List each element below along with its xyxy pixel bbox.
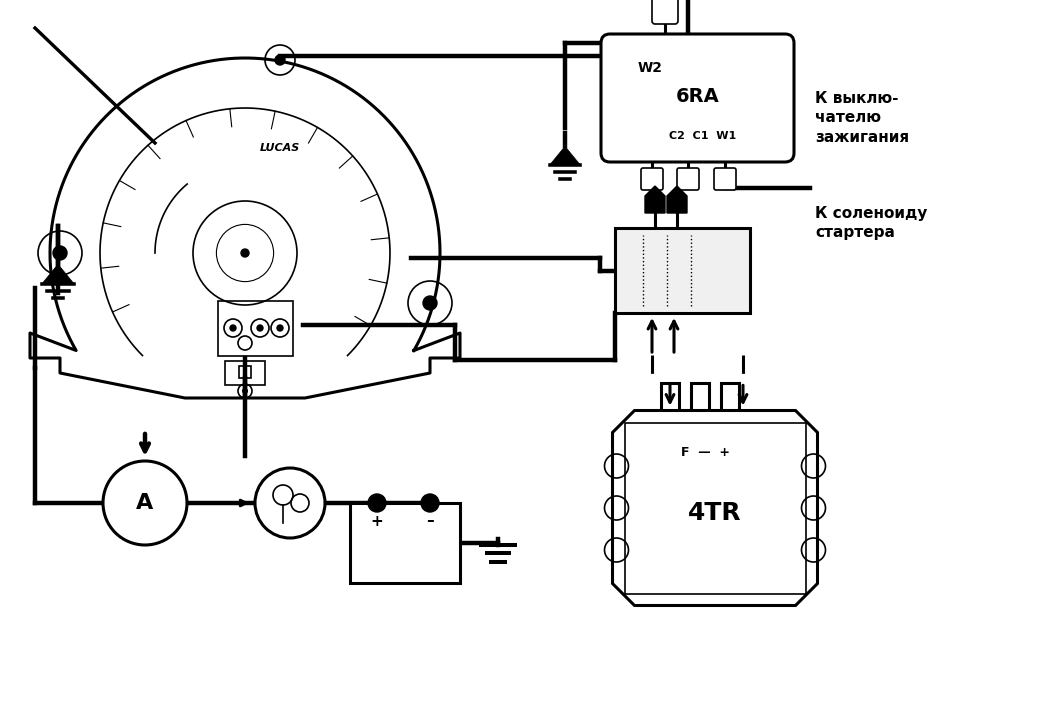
Text: A: A (136, 493, 154, 513)
Circle shape (230, 325, 236, 331)
Circle shape (242, 388, 248, 394)
Text: +: + (371, 513, 384, 528)
Text: 4TR: 4TR (688, 501, 742, 525)
Circle shape (423, 296, 437, 310)
Text: 6RA: 6RA (676, 86, 720, 105)
Circle shape (421, 494, 439, 512)
Bar (350, 503, 460, 583)
Polygon shape (41, 264, 74, 284)
FancyBboxPatch shape (601, 34, 794, 162)
Text: К выклю-
чателю
зажигания: К выклю- чателю зажигания (815, 91, 909, 145)
Bar (624, 423, 806, 593)
Text: C2  C1  W1: C2 C1 W1 (669, 131, 736, 141)
Bar (239, 366, 251, 378)
Circle shape (275, 55, 285, 65)
Text: LUCAS: LUCAS (259, 143, 300, 153)
Bar (218, 300, 292, 355)
Text: К соленоиду
стартера: К соленоиду стартера (815, 205, 927, 241)
Circle shape (277, 325, 283, 331)
Polygon shape (550, 147, 580, 165)
Polygon shape (667, 186, 687, 213)
Circle shape (257, 325, 263, 331)
Circle shape (368, 494, 386, 512)
Circle shape (103, 461, 187, 545)
Text: W2: W2 (638, 61, 663, 75)
FancyBboxPatch shape (641, 168, 663, 190)
Bar (225, 361, 265, 385)
FancyBboxPatch shape (677, 168, 699, 190)
Polygon shape (645, 186, 665, 213)
Circle shape (241, 249, 249, 257)
Circle shape (255, 468, 325, 538)
Circle shape (53, 246, 67, 260)
Text: –: – (426, 513, 434, 528)
Polygon shape (612, 411, 817, 605)
FancyBboxPatch shape (652, 0, 678, 24)
Text: F  —  +: F — + (680, 447, 729, 459)
FancyBboxPatch shape (714, 168, 736, 190)
Bar (615, 228, 750, 313)
